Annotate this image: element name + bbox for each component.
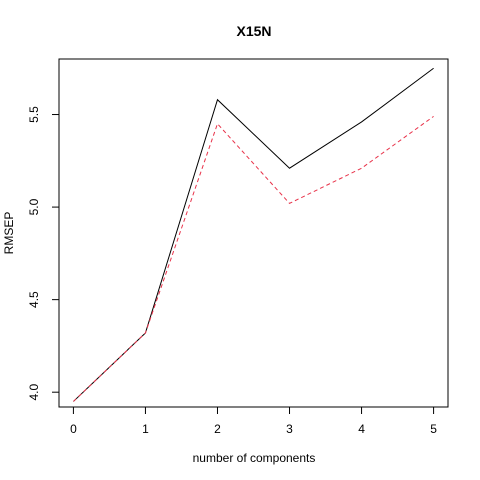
x-tick-label: 4	[358, 422, 365, 436]
x-tick-label: 2	[214, 422, 221, 436]
series-line-2	[73, 115, 434, 402]
x-tick-label: 3	[286, 422, 293, 436]
chart-title: X15N	[236, 23, 271, 39]
y-axis: 4.0 4.5 5.0 5.5	[27, 106, 60, 401]
y-tick-label: 5.5	[27, 106, 41, 123]
x-tick-label: 5	[430, 422, 437, 436]
y-axis-label: RMSEP	[2, 212, 16, 255]
y-tick-label: 5.0	[27, 198, 41, 215]
y-tick-label: 4.0	[27, 384, 41, 401]
series-layer	[73, 67, 434, 402]
y-tick-label: 4.5	[27, 291, 41, 308]
x-tick-label: 1	[142, 422, 149, 436]
x-axis: 0 1 2 3 4 5	[70, 406, 437, 436]
x-axis-label: number of components	[193, 451, 316, 465]
plot-frame	[58, 58, 449, 408]
x-tick-label: 0	[70, 422, 77, 436]
series-line-1	[73, 67, 434, 402]
